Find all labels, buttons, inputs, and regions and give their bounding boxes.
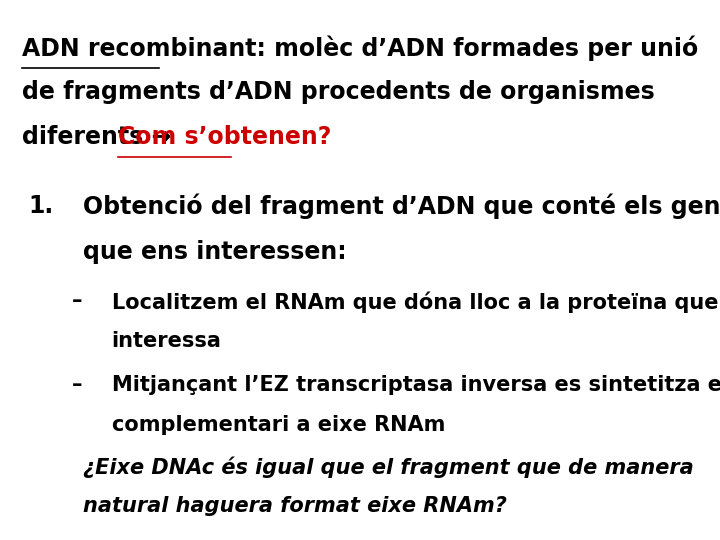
Text: interessa: interessa (112, 331, 222, 351)
Text: Mitjançant l’EZ transcriptasa inversa es sintetitza el DNA: Mitjançant l’EZ transcriptasa inversa es… (112, 375, 720, 395)
Text: Obtenció del fragment d’ADN que conté els gens: Obtenció del fragment d’ADN que conté el… (83, 194, 720, 219)
Text: 1.: 1. (29, 194, 54, 218)
Text: que ens interessen:: que ens interessen: (83, 240, 346, 264)
Text: natural haguera format eixe RNAm?: natural haguera format eixe RNAm? (83, 496, 507, 516)
Text: ADN recombinant: molèc d’ADN formades per unió: ADN recombinant: molèc d’ADN formades pe… (22, 35, 698, 60)
Text: –: – (72, 375, 83, 395)
Text: Com s’obtenen?: Com s’obtenen? (118, 125, 332, 148)
Text: –: – (72, 291, 83, 311)
Text: diferents →: diferents → (22, 125, 179, 148)
Text: Localitzem el RNAm que dóna lloc a la proteïna que ens: Localitzem el RNAm que dóna lloc a la pr… (112, 291, 720, 313)
Text: complementari a eixe RNAm: complementari a eixe RNAm (112, 415, 445, 435)
Text: de fragments d’ADN procedents de organismes: de fragments d’ADN procedents de organis… (22, 80, 654, 104)
Text: ¿Eixe DNAc és igual que el fragment que de manera: ¿Eixe DNAc és igual que el fragment que … (83, 456, 693, 478)
